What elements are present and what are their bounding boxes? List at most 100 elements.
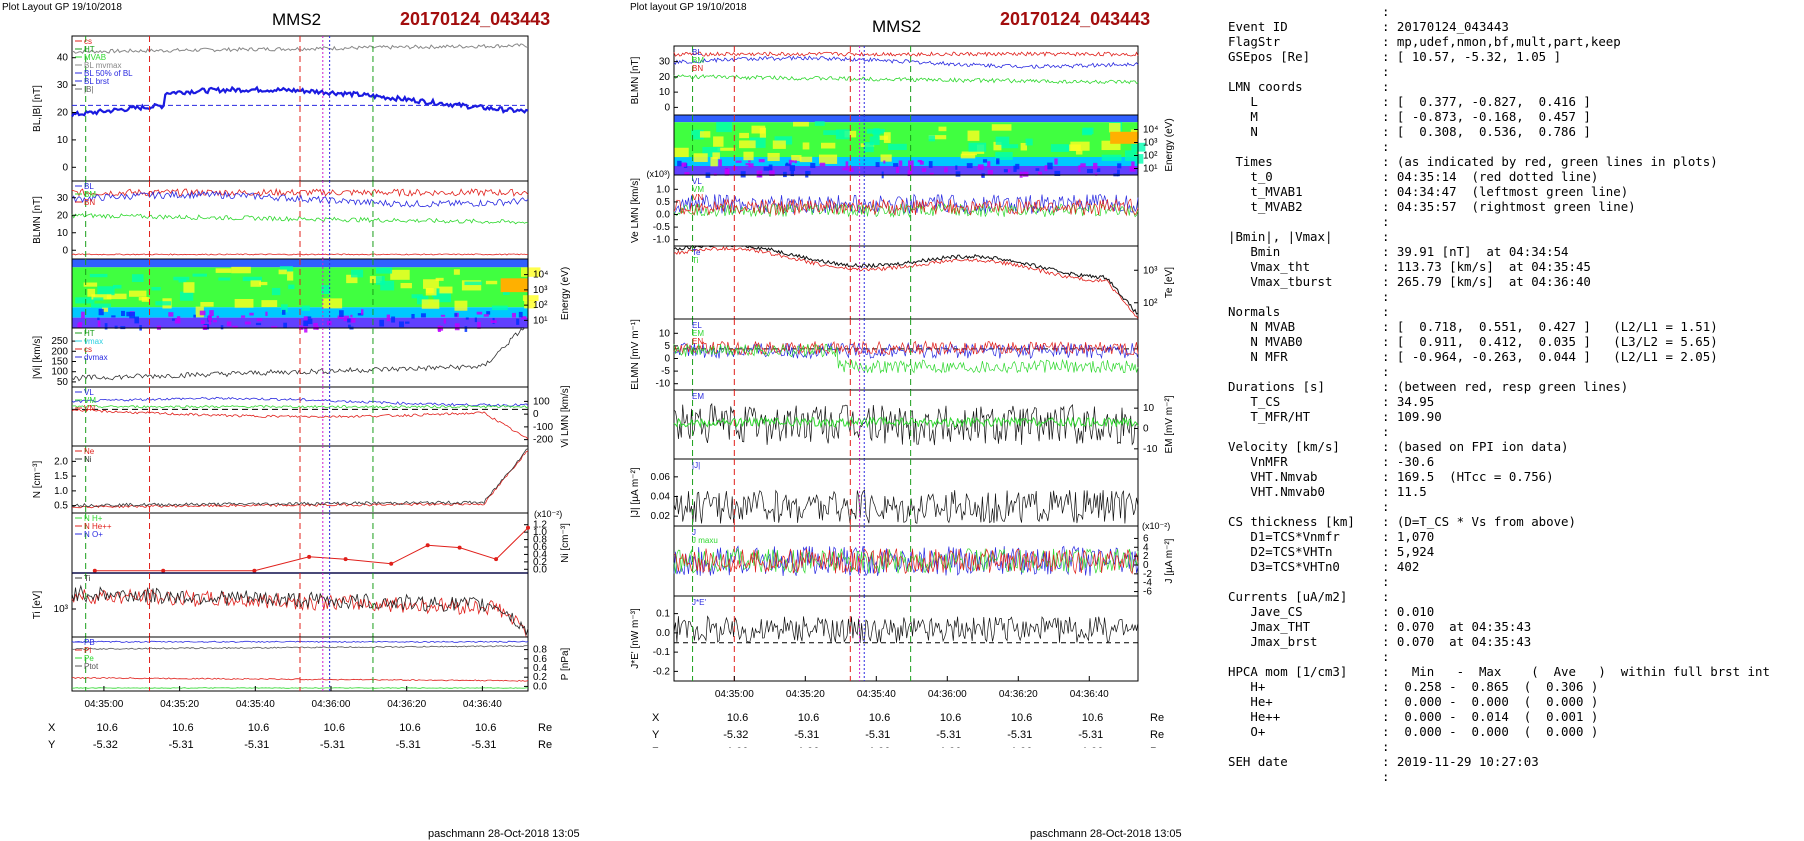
- legend-entry: BL brst: [84, 77, 110, 86]
- spectrogram-patch: [710, 156, 718, 167]
- left-layout-label: Plot Layout GP 19/10/2018: [2, 2, 122, 13]
- info-value: : Min - Max ( Ave ) within full brst int: [1382, 664, 1770, 679]
- info-value: : 265.79 [km/s] at 04:36:40: [1382, 274, 1591, 289]
- spectrogram-patch: [1096, 168, 1101, 172]
- y-tick-label: 0: [62, 162, 68, 173]
- coord-axis-label: Y: [48, 739, 56, 748]
- spectrogram-patch: [917, 159, 923, 163]
- spectrogram-patch: [301, 305, 310, 311]
- spectrogram-patch: [1129, 166, 1136, 172]
- spectrogram-patch: [97, 320, 101, 327]
- mid-event-title: 20170124_043443: [1000, 9, 1151, 29]
- spectrogram-patch: [461, 280, 482, 291]
- y-tick-label: 20: [57, 210, 69, 221]
- y-axis-label: EM [mV m⁻²]: [1164, 395, 1175, 453]
- y-tick-label: 0.4: [533, 663, 547, 674]
- spectrogram-patch: [131, 274, 144, 283]
- coord-axis-label: Y: [652, 729, 660, 741]
- mid-layout-label: Plot layout GP 19/10/2018: [630, 2, 747, 13]
- spectrogram-patch: [179, 291, 194, 301]
- y-tick-label: 30: [57, 80, 69, 91]
- spectrogram-patch: [258, 281, 268, 286]
- y-tick-label: 150: [51, 357, 68, 368]
- y-tick-label: 0.02: [651, 511, 671, 522]
- info-value: : 0.000 - 0.000 ( 0.000 ): [1382, 724, 1599, 739]
- coord-axis-label: Z: [652, 746, 659, 748]
- panel-frame: [673, 389, 1139, 460]
- spectrogram-patch: [322, 298, 343, 309]
- spectrogram-patch: [1110, 131, 1138, 144]
- spectrogram-patch: [713, 136, 724, 147]
- y-tick-label: 0.6: [533, 542, 547, 553]
- coord-value: 10.6: [940, 712, 961, 724]
- spectrogram-patch: [423, 279, 439, 289]
- data-point: [161, 568, 166, 573]
- y-tick-label: 50: [57, 377, 69, 388]
- y-axis-label: Ni [cm⁻³]: [560, 523, 571, 563]
- spectrogram-patch: [193, 314, 196, 318]
- info-key: Currents [uA/m2]: [1228, 589, 1348, 604]
- info-key: LMN coords: [1228, 79, 1303, 94]
- y-tick-label: 200: [51, 346, 68, 357]
- spectrogram-patch: [995, 136, 1010, 145]
- info-value: :: [1382, 64, 1390, 79]
- left-event-title: 20170124_043443: [400, 9, 551, 29]
- spectrogram-patch: [200, 320, 205, 324]
- spectrogram-patch: [283, 322, 288, 328]
- spectrogram-patch: [993, 141, 1002, 151]
- spectrogram-patch: [895, 166, 900, 174]
- y-tick-label: 10³: [54, 604, 69, 615]
- legend-entry: Te: [692, 248, 701, 257]
- info-row: VnMFR: -30.6: [1228, 454, 1770, 469]
- series-line-bm: [71, 213, 529, 225]
- spectrogram-patch: [995, 152, 1013, 160]
- spectrogram-patch: [91, 294, 112, 300]
- info-value: : [ 0.377, -0.827, 0.416 ]: [1382, 94, 1591, 109]
- spectrogram-patch: [987, 161, 991, 168]
- spectrogram-patch: [192, 273, 207, 277]
- info-row: :: [1228, 214, 1770, 229]
- spectrogram-patch: [112, 284, 122, 289]
- spectrogram-patch: [220, 325, 224, 330]
- spectrogram-patch: [745, 163, 751, 166]
- legend-entry: HT: [84, 45, 95, 54]
- y-tick-label: 10: [57, 135, 69, 146]
- y-tick-label: 1.0: [533, 527, 547, 538]
- y-tick-label: 30: [659, 57, 671, 68]
- info-row: Event ID: 20170124_043443: [1228, 19, 1770, 34]
- y-tick-label: 0.4: [533, 549, 547, 560]
- spectrogram-patch: [91, 303, 111, 308]
- spectrogram-patch: [693, 153, 708, 162]
- spectrogram-patch: [350, 314, 353, 318]
- y-tick-label: 0.1: [656, 609, 670, 620]
- x-tick-label: 04:36:00: [928, 689, 967, 700]
- legend-entry: |J|: [692, 461, 700, 470]
- spectrogram-patch: [788, 159, 792, 166]
- spectrogram-patch: [872, 130, 881, 135]
- info-value: : 5,924: [1382, 544, 1435, 559]
- info-value: : 04:35:57 (rightmost green line): [1382, 199, 1636, 214]
- coord-value: -5.32: [93, 739, 118, 748]
- legend-entry: Ptot: [84, 662, 99, 671]
- info-row: Jmax_brst: 0.070 at 04:35:43: [1228, 634, 1770, 649]
- spectrogram-patch: [399, 321, 404, 328]
- spectrogram-patch: [339, 310, 344, 317]
- spectrogram-patch: [83, 282, 98, 287]
- info-key: N: [1228, 124, 1258, 139]
- spectrogram-patch: [321, 285, 330, 294]
- spectrogram-patch: [234, 298, 254, 308]
- spectrogram-patch: [756, 170, 763, 178]
- spectrogram-patch: [256, 318, 263, 322]
- spectrogram-patch: [128, 290, 147, 297]
- spectrogram-patch: [740, 171, 746, 178]
- legend-entry: BN: [84, 198, 95, 207]
- data-point: [457, 545, 462, 550]
- y-tick-label: -10: [1143, 444, 1158, 455]
- spectrogram-patch: [435, 277, 444, 281]
- spectrogram-patch: [93, 297, 104, 301]
- y-axis-label: Energy (eV): [1164, 118, 1175, 171]
- info-row: T_MFR/HT: 109.90: [1228, 409, 1770, 424]
- spectrogram-patch: [98, 308, 104, 316]
- info-row: SEH date: 2019-11-29 10:27:03: [1228, 754, 1770, 769]
- spectrogram-patch: [111, 315, 116, 318]
